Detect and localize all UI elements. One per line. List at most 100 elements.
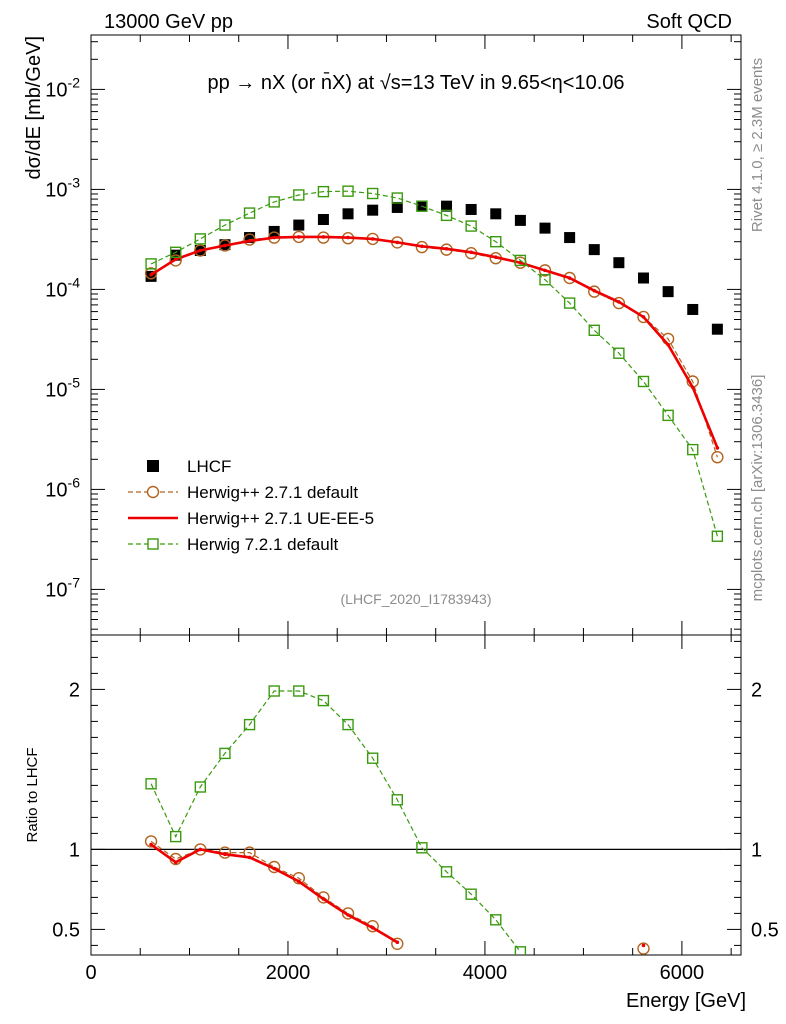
main-marker	[441, 200, 453, 212]
main-marker	[469, 250, 473, 255]
main-marker	[391, 192, 403, 204]
y-axis-label: dσ/dE [mb/GeV]	[23, 36, 45, 180]
main-marker	[272, 235, 276, 240]
main-marker	[564, 232, 576, 244]
ratio-marker	[391, 937, 404, 950]
main-marker	[539, 222, 551, 234]
main-marker	[391, 201, 403, 213]
header-energy-label: 13000 GeV pp	[104, 11, 233, 33]
ratio-marker	[440, 866, 453, 878]
ratio-marker	[370, 926, 375, 930]
ratio-marker	[317, 891, 330, 904]
main-marker	[223, 243, 227, 248]
x-tick-label: 0	[85, 962, 96, 984]
ratio-marker	[465, 888, 477, 900]
main-marker	[567, 276, 572, 280]
ratio-marker	[416, 842, 428, 854]
ratio-y-axis-label: Ratio to LHCF	[24, 747, 41, 842]
main-marker	[539, 274, 551, 286]
y-tick-label: 10-4	[45, 274, 80, 301]
main-marker	[666, 342, 670, 347]
plot-title: pp → nX (or n̄X) at √s=13 TeV in 9.65<η<…	[208, 71, 625, 94]
ratio-marker	[395, 940, 400, 944]
legend-item: LHCF	[147, 457, 231, 476]
ratio-marker	[391, 794, 403, 806]
main-marker	[588, 285, 601, 298]
ratio-series	[149, 842, 646, 948]
main-marker	[173, 257, 178, 262]
source-label: mcplots.cern.ch [arXiv:1306.3436]	[749, 375, 766, 602]
ratio-marker	[490, 914, 502, 926]
header-category-label: Soft QCD	[646, 11, 732, 33]
ratio-marker	[637, 942, 650, 955]
main-marker	[416, 200, 428, 212]
main-marker	[366, 187, 379, 200]
x-axis-label: Energy [GeV]	[626, 990, 746, 1012]
main-series	[145, 185, 724, 542]
ratio-marker	[342, 718, 354, 731]
main-marker	[169, 246, 182, 259]
main-series	[145, 200, 723, 335]
main-marker	[690, 385, 695, 390]
main-marker	[243, 207, 256, 219]
ratio-marker	[641, 943, 646, 948]
legend-marker	[146, 485, 160, 499]
main-marker	[321, 235, 326, 239]
ratio-y-tick-label: 1	[69, 839, 80, 861]
main-marker	[342, 208, 354, 220]
main-marker	[244, 232, 256, 244]
ratio-marker	[293, 685, 305, 697]
ratio-series	[145, 685, 527, 955]
ratio-y-tick-label: 2	[69, 679, 80, 701]
ratio-marker	[317, 694, 330, 707]
main-marker	[395, 240, 400, 245]
main-marker	[638, 272, 649, 284]
ratio-line	[150, 843, 398, 944]
main-marker	[465, 220, 477, 232]
main-series	[149, 235, 720, 450]
main-marker	[297, 235, 301, 239]
main-marker	[317, 214, 329, 226]
ratio-marker	[268, 685, 280, 697]
y-tick-label: 10-6	[45, 474, 80, 501]
legend-label: Herwig 7.2.1 default	[187, 535, 338, 554]
main-marker	[641, 315, 646, 319]
main-marker	[617, 300, 621, 304]
x-tick-label: 6000	[660, 962, 705, 984]
legend-item: Herwig++ 2.7.1 UE-EE-5	[128, 509, 374, 528]
ratio-marker	[145, 778, 157, 790]
main-marker	[493, 255, 498, 259]
main-marker	[543, 268, 547, 273]
main-marker	[514, 254, 527, 267]
main-marker	[711, 323, 723, 335]
ratio-marker	[243, 718, 256, 731]
main-marker	[247, 239, 252, 243]
main-marker	[588, 324, 600, 337]
ratio-marker	[341, 907, 355, 920]
main-marker	[293, 189, 305, 201]
legend-item: Herwig 7.2.1 default	[128, 535, 338, 554]
main-marker	[490, 235, 502, 248]
main-marker	[465, 203, 477, 215]
main-marker	[367, 204, 379, 216]
main-marker	[612, 296, 626, 310]
main-marker	[563, 297, 576, 309]
main-marker	[149, 272, 153, 277]
legend-label: Herwig++ 2.7.1 UE-EE-5	[187, 509, 374, 528]
main-marker	[637, 310, 650, 324]
legend-marker	[147, 538, 159, 550]
main-marker	[169, 254, 182, 267]
main-marker	[317, 185, 330, 198]
legend-label: LHCF	[187, 457, 231, 476]
ratio-marker	[194, 781, 207, 793]
main-marker	[514, 214, 526, 226]
ratio-marker	[321, 897, 326, 901]
ratio-marker	[149, 842, 153, 847]
x-tick-label: 4000	[463, 962, 508, 984]
main-marker	[342, 185, 354, 197]
main-marker	[637, 375, 650, 388]
main-marker	[687, 443, 699, 456]
main-marker	[588, 244, 600, 256]
main-series	[144, 230, 724, 464]
